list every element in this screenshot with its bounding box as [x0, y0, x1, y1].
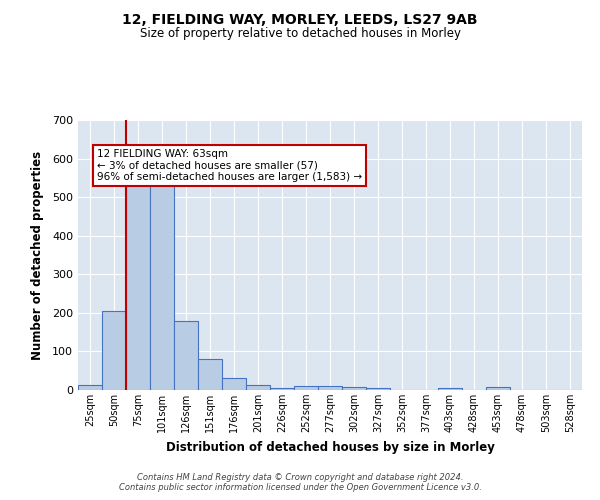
- Bar: [78, 386, 102, 390]
- Y-axis label: Number of detached properties: Number of detached properties: [31, 150, 44, 360]
- Bar: [294, 386, 318, 390]
- Bar: [126, 176, 150, 390]
- Bar: [486, 388, 510, 390]
- Bar: [150, 174, 174, 390]
- Text: Size of property relative to detached houses in Morley: Size of property relative to detached ho…: [139, 28, 461, 40]
- Bar: [366, 388, 390, 390]
- Bar: [318, 386, 342, 390]
- Bar: [198, 359, 222, 390]
- Bar: [270, 388, 294, 390]
- Text: 12, FIELDING WAY, MORLEY, LEEDS, LS27 9AB: 12, FIELDING WAY, MORLEY, LEEDS, LS27 9A…: [122, 12, 478, 26]
- Bar: [102, 312, 126, 390]
- Text: Contains HM Land Registry data © Crown copyright and database right 2024.
Contai: Contains HM Land Registry data © Crown c…: [119, 473, 481, 492]
- Bar: [342, 387, 366, 390]
- Text: 12 FIELDING WAY: 63sqm
← 3% of detached houses are smaller (57)
96% of semi-deta: 12 FIELDING WAY: 63sqm ← 3% of detached …: [97, 149, 362, 182]
- X-axis label: Distribution of detached houses by size in Morley: Distribution of detached houses by size …: [166, 440, 494, 454]
- Bar: [174, 322, 198, 390]
- Bar: [438, 388, 462, 390]
- Bar: [246, 384, 270, 390]
- Bar: [222, 378, 246, 390]
